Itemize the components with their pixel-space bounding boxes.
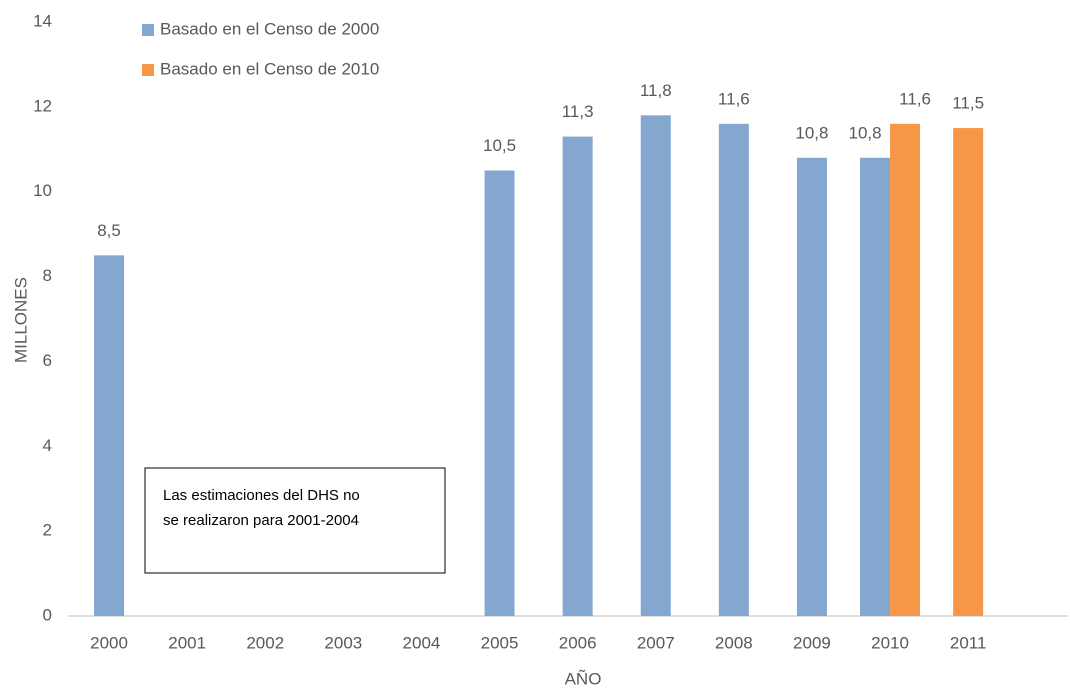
x-axis-label: AÑO <box>565 669 602 688</box>
bar <box>94 255 125 616</box>
x-tick-label: 2011 <box>950 633 987 652</box>
x-tick-label: 2001 <box>168 633 206 652</box>
y-tick-label: 8 <box>43 266 52 285</box>
bar <box>890 123 921 616</box>
value-label: 8,5 <box>97 221 121 240</box>
y-tick-label: 2 <box>43 521 52 540</box>
x-tick-label: 2000 <box>90 633 128 652</box>
legend-swatch <box>142 64 154 76</box>
x-tick-label: 2004 <box>403 633 441 652</box>
value-label: 10,5 <box>483 136 516 155</box>
bar <box>953 128 984 617</box>
x-tick-label: 2005 <box>481 633 519 652</box>
x-tick-label: 2008 <box>715 633 753 652</box>
x-tick-label: 2002 <box>246 633 284 652</box>
bar <box>718 123 749 616</box>
y-axis-label: MILLONES <box>11 277 30 363</box>
x-tick-label: 2006 <box>559 633 597 652</box>
value-label: 11,6 <box>718 89 750 108</box>
annotation-line: Las estimaciones del DHS no <box>163 487 360 504</box>
bar <box>562 136 593 617</box>
x-tick-label: 2003 <box>324 633 362 652</box>
legend-swatch <box>142 24 154 36</box>
value-label: 10,8 <box>795 123 828 142</box>
legend-label: Basado en el Censo de 2000 <box>160 19 379 38</box>
x-tick-label: 2010 <box>871 633 909 652</box>
y-tick-label: 0 <box>43 605 52 624</box>
value-label: 11,3 <box>562 102 594 121</box>
y-tick-label: 10 <box>33 181 52 200</box>
value-label: 10,8 <box>849 123 882 142</box>
value-label: 11,5 <box>952 94 984 113</box>
legend-label: Basado en el Censo de 2010 <box>160 59 379 78</box>
bar <box>640 115 671 616</box>
bar <box>484 170 515 616</box>
x-tick-label: 2007 <box>637 633 675 652</box>
y-tick-label: 4 <box>43 436 52 455</box>
value-label: 11,8 <box>640 81 672 100</box>
x-tick-label: 2009 <box>793 633 831 652</box>
bar <box>796 157 827 616</box>
annotation-box <box>144 467 446 574</box>
y-tick-label: 6 <box>43 351 52 370</box>
bar <box>860 157 891 616</box>
y-tick-label: 12 <box>33 96 52 115</box>
annotation-line: se realizaron para 2001-2004 <box>163 512 359 529</box>
value-label: 11,6 <box>899 89 931 108</box>
y-tick-label: 14 <box>33 11 52 30</box>
